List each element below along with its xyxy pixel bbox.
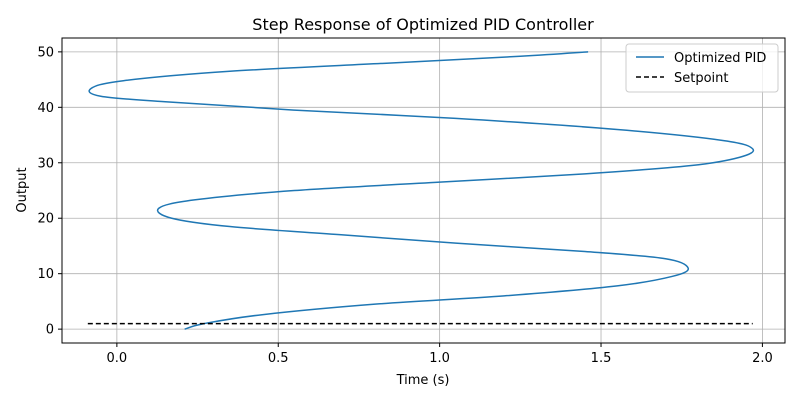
legend: Optimized PID Setpoint	[625, 43, 779, 93]
y-tick-label: 40	[37, 101, 54, 116]
legend-label-optimized-pid: Optimized PID	[674, 51, 766, 66]
y-tick-label: 20	[37, 212, 54, 227]
legend-label-setpoint: Setpoint	[674, 71, 729, 86]
series-layer	[87, 51, 755, 330]
y-tick-label: 10	[37, 267, 54, 282]
y-tick-label: 0	[46, 323, 54, 338]
grid	[62, 38, 785, 343]
y-tick-label: 50	[37, 45, 54, 60]
y-tick-label: 30	[37, 156, 54, 171]
plot-frame	[61, 37, 786, 344]
series-line-optimized-pid	[88, 51, 755, 330]
axis-ticks: 0.0 0.5 1.0 1.5 2.0 0 10 20 30 40 50	[37, 45, 772, 366]
x-axis-label: Time (s)	[396, 373, 450, 388]
chart-title: Step Response of Optimized PID Controlle…	[252, 15, 594, 34]
x-tick-label: 2.0	[752, 351, 773, 366]
x-tick-label: 1.5	[591, 351, 612, 366]
x-tick-label: 0.0	[107, 351, 128, 366]
legend-box	[625, 43, 779, 93]
x-tick-label: 0.5	[268, 351, 289, 366]
x-tick-label: 1.0	[429, 351, 450, 366]
y-axis-label: Output	[15, 167, 30, 212]
